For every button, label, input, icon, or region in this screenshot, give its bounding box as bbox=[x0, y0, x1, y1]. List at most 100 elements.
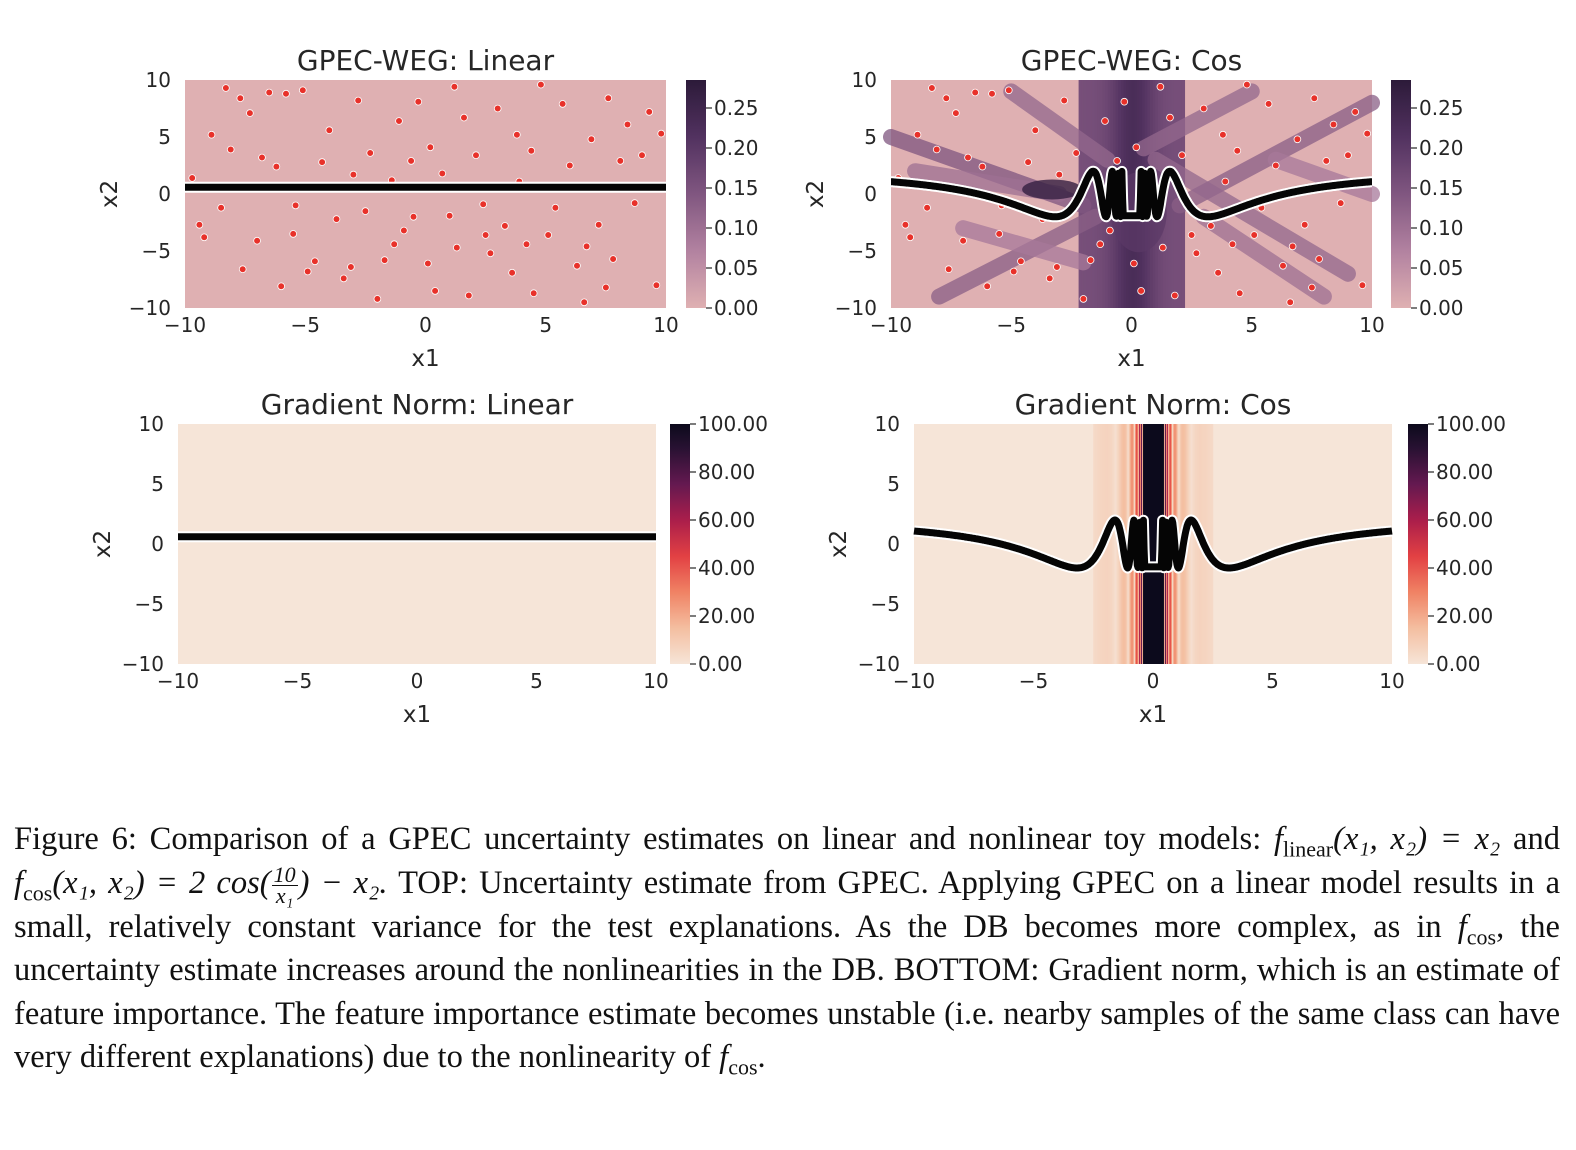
gradient-column bbox=[1113, 424, 1115, 664]
sample-point bbox=[638, 151, 646, 160]
sample-point bbox=[354, 96, 363, 105]
y-tick-label: −5 bbox=[142, 239, 171, 263]
caption-f-linear: flinear(x₁, x₂) = x₂ bbox=[1274, 821, 1501, 862]
colorbar-tick-label: 60.00 bbox=[1436, 508, 1493, 532]
sample-point bbox=[1264, 100, 1273, 108]
sample-point bbox=[1096, 240, 1104, 249]
y-tick-label: −5 bbox=[848, 239, 877, 263]
sample-point bbox=[1214, 268, 1222, 277]
x-tick-label: 0 bbox=[419, 313, 432, 337]
sample-point bbox=[464, 291, 473, 300]
sample-point bbox=[544, 231, 552, 239]
sample-point bbox=[1113, 157, 1121, 165]
colorbar-tick-label: 0.00 bbox=[1436, 652, 1481, 676]
caption-f-cos-2: fcos bbox=[1457, 908, 1497, 950]
sample-point bbox=[472, 151, 480, 160]
colorbar-tick-label: 0.25 bbox=[1419, 96, 1464, 120]
colorbar-tick-label: 0.00 bbox=[1419, 296, 1464, 320]
gradient-column bbox=[1195, 424, 1198, 664]
sample-point bbox=[964, 153, 972, 162]
sample-point bbox=[913, 130, 922, 139]
x-axis-label: x1 bbox=[1117, 346, 1145, 372]
gradient-column bbox=[1188, 424, 1191, 664]
sample-point bbox=[932, 145, 941, 154]
caption-text-1: Figure 6: Comparison of a GPEC uncertain… bbox=[14, 821, 1274, 857]
colorbar-tick-label: 0.00 bbox=[714, 296, 759, 320]
sample-point bbox=[445, 211, 454, 220]
gradient-column bbox=[1116, 424, 1118, 664]
y-tick-label: −5 bbox=[871, 592, 900, 616]
sample-point bbox=[1336, 199, 1345, 207]
x-tick-label: 0 bbox=[1125, 313, 1138, 337]
sample-point bbox=[195, 221, 204, 229]
sample-point bbox=[414, 97, 423, 106]
sample-point bbox=[450, 83, 459, 91]
sample-point bbox=[602, 283, 610, 292]
sample-point bbox=[481, 231, 490, 239]
x-tick-label: −5 bbox=[283, 669, 312, 693]
sample-point bbox=[332, 215, 341, 223]
sample-point bbox=[952, 109, 960, 117]
decision-boundary bbox=[911, 516, 1395, 572]
y-tick-label: 10 bbox=[146, 68, 171, 92]
sample-point bbox=[238, 265, 247, 274]
sample-point bbox=[580, 298, 588, 307]
sample-point bbox=[1132, 143, 1141, 152]
sample-point bbox=[630, 199, 639, 207]
sample-point bbox=[1351, 108, 1359, 116]
sample-point bbox=[1272, 161, 1280, 170]
colorbar-tick-label: 0.20 bbox=[714, 136, 759, 160]
sample-point bbox=[537, 80, 545, 89]
sample-point bbox=[623, 120, 632, 129]
uncertainty-band bbox=[1195, 208, 1332, 305]
decision-boundary bbox=[888, 167, 1375, 221]
sample-point bbox=[325, 126, 334, 134]
x-tick-label: −5 bbox=[1019, 669, 1048, 693]
sample-point bbox=[1221, 177, 1230, 186]
panel-title: Gradient Norm: Linear bbox=[261, 388, 574, 421]
sample-point bbox=[1130, 259, 1138, 268]
sample-point bbox=[645, 108, 653, 116]
x-tick-label: 5 bbox=[539, 313, 552, 337]
sample-point bbox=[1120, 97, 1129, 106]
y-axis-label: x2 bbox=[97, 180, 123, 208]
sample-point bbox=[1156, 83, 1165, 91]
sample-point bbox=[1178, 151, 1186, 160]
sample-point bbox=[1329, 120, 1338, 129]
sample-point bbox=[529, 289, 538, 298]
sample-point bbox=[906, 233, 914, 242]
colorbar-tick-label: 0.05 bbox=[1419, 256, 1464, 280]
panel-title: Gradient Norm: Cos bbox=[1015, 388, 1292, 421]
y-tick-label: 10 bbox=[139, 412, 164, 436]
x-tick-label: 10 bbox=[1379, 669, 1404, 693]
colorbar-tick-label: 60.00 bbox=[698, 508, 755, 532]
gradient-column bbox=[1110, 424, 1112, 664]
colorbar-tick-label: 0.00 bbox=[698, 652, 743, 676]
sample-point bbox=[272, 162, 281, 171]
sample-point bbox=[1101, 117, 1109, 125]
sample-point bbox=[493, 104, 502, 113]
gradient-column bbox=[1112, 424, 1114, 664]
figure: GPEC-WEG: Linear −10 −5 0 5 10 10 5 0 −5 −10 x1 x2 0.… bbox=[90, 44, 1506, 728]
x-tick-label: −10 bbox=[870, 313, 912, 337]
sample-point bbox=[1079, 295, 1088, 303]
sample-point bbox=[400, 226, 408, 235]
sample-point bbox=[983, 282, 991, 291]
sample-point bbox=[1031, 126, 1040, 134]
x-axis-label: x1 bbox=[403, 702, 431, 728]
y-axis-label: x2 bbox=[803, 180, 829, 208]
x-tick-label: 10 bbox=[1359, 313, 1384, 337]
x-tick-label: 5 bbox=[530, 669, 543, 693]
y-tick-label: 0 bbox=[887, 532, 900, 556]
sample-point bbox=[1322, 157, 1331, 165]
sample-point bbox=[236, 94, 245, 102]
sample-point bbox=[282, 89, 290, 98]
panel-grad_cos: Gradient Norm: Cos −10 −5 0 5 10 10 5 0 −5 −10 x1 x2… bbox=[826, 388, 1506, 728]
caption-fraction: 10 x₁ bbox=[271, 861, 298, 908]
y-tick-label: 10 bbox=[875, 412, 900, 436]
x-tick-label: 5 bbox=[1245, 313, 1258, 337]
colorbar-tick-label: 0.15 bbox=[714, 176, 759, 200]
sample-point bbox=[1072, 149, 1080, 157]
uncertainty-band bbox=[931, 208, 1104, 305]
sample-point bbox=[522, 240, 531, 249]
